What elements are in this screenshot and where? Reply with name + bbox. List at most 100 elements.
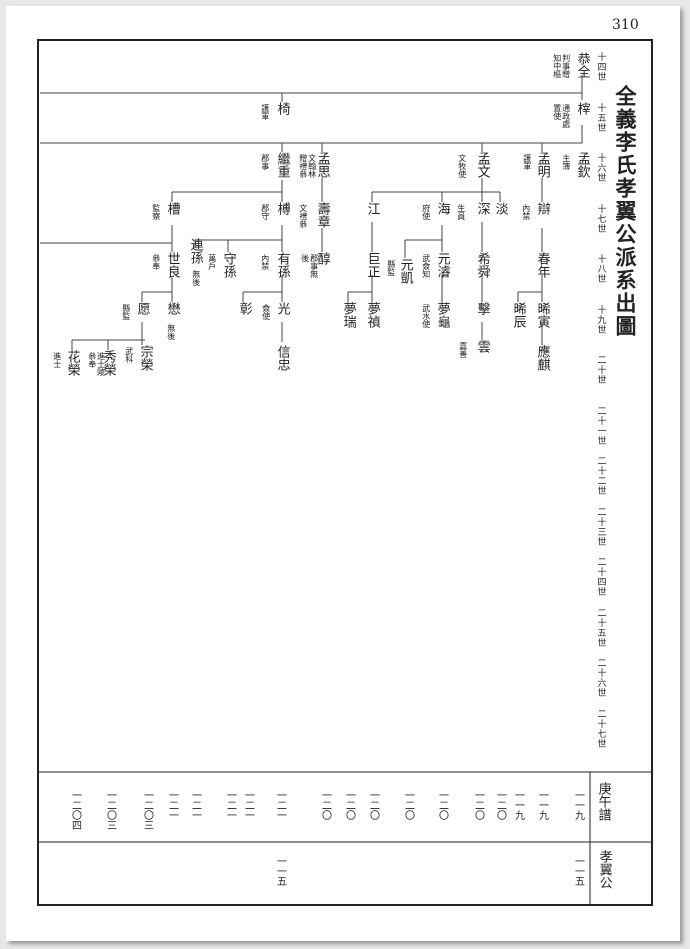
node-note: 監察 [151,204,161,220]
border [37,39,653,906]
footer-entry: 一一九 [572,790,584,820]
footer-entry: 一二一 [224,790,236,820]
node-name: 連孫 [187,238,203,264]
node-name: 希舜 [474,252,490,278]
footer-entry: 一一五 [572,856,584,886]
node-name: 夢龜 [434,302,450,328]
node-name: 信忠 [274,345,290,371]
node-note: 萬戶 [207,254,217,270]
generation-label: 二十世 [595,355,606,385]
node-note: 生員 [456,204,466,220]
node-name: 愿 [134,302,150,315]
node-note: 縣監 [121,304,131,320]
node-name: 恭全 [574,52,590,78]
page-number: 310 [612,17,639,33]
node-name: 繼重 [274,152,290,178]
node-name: 擊 [474,302,490,315]
footer-lines [38,771,652,905]
node-name: 壽章 [314,202,330,228]
node-note: 護軍 [522,154,532,170]
footer-entry: 一二〇 [367,790,379,820]
node-name: 榑 [274,202,290,215]
node-note: 主簿 [561,154,571,170]
node-name: 深 [474,202,490,215]
node-note: 護軍 [260,104,270,120]
generation-label: 十七世 [595,203,606,234]
node-name: 槽 [164,202,180,215]
node-note: 嘉善 [458,342,468,358]
node-name: 巨正 [364,252,380,278]
node-name: 守孫 [220,252,236,278]
node-name: 秀榮 [100,350,116,376]
node-name: 宗榮 [137,345,153,371]
node-name: 應麒 [534,345,550,371]
node-name: 江 [364,202,380,215]
footer-entry: 一二一 [166,790,178,820]
generation-label: 二十二世 [595,456,606,496]
node-name: 椅 [274,102,290,115]
footer-entry: 一二〇 [472,790,484,820]
footer-entry: 一二〇 [436,790,448,820]
node-name: 晞辰 [510,302,526,328]
footer-entry: 一二一 [274,790,286,820]
node-name: 花榮 [64,350,80,376]
node-note: 無後 [191,270,201,286]
tree-lines [40,75,583,350]
generation-label: 十四世 [595,52,606,82]
footer-entry: 一二〇 [343,790,355,820]
node-name: 春年 [534,252,550,278]
sheet [6,6,680,941]
generation-label: 二十五世 [595,607,606,648]
node-name: 晞寅 [534,302,550,328]
generation-label: 十八世 [595,254,606,284]
node-note: 武僉知 [421,254,431,278]
node-note: 內禁 [521,204,531,220]
node-note: 文禮叅 [298,204,308,228]
node-note: 文牧使 [457,154,467,178]
node-name: 孟文 [474,152,490,178]
node-note: 郡事 [260,154,270,170]
generation-label: 十六世 [595,153,606,183]
node-name: 辯 [534,202,550,215]
title: 全義李氏孝翼公派系出圖 [613,85,639,338]
node-note: 文翰林贈禮叅 [298,154,317,178]
node-note: 進士陵叅奉 [87,352,106,376]
footer-label: 庚午譜 [595,782,611,821]
node-note: 叅奉 [151,254,161,270]
node-note: 郡事無後 [300,254,319,278]
footer-entry: 一一五 [274,856,286,886]
footer-entry: 一二〇三 [141,790,153,830]
node-name: 榟 [574,102,590,115]
node-note: 郡守 [260,204,270,220]
generation-label: 二十六世 [595,658,606,698]
node-name: 海 [434,202,450,215]
node-name: 世良 [164,252,180,278]
node-name: 彰 [236,302,252,315]
node-note: 進士 [52,352,62,368]
footer-label: 孝翼公 [596,850,612,889]
generation-label: 二十一世 [595,405,606,446]
node-name: 元濬 [434,252,450,278]
generation-label: 二十三世 [595,506,606,547]
node-name: 夢瑞 [340,302,356,328]
generation-label: 二十七世 [595,708,606,749]
footer-entry: 一一九 [512,790,524,820]
footer-entry: 一二一 [189,790,201,820]
footer-entry: 一二一 [242,790,254,820]
node-name: 孟欽 [574,152,590,178]
node-name: 孟明 [534,152,550,178]
generation-label: 十九世 [595,304,606,335]
generation-label: 二十四世 [595,557,606,597]
footer-entry: 一二〇三 [104,790,116,830]
node-name: 孟思 [314,152,330,178]
node-name: 元凱 [397,258,413,284]
node-note: 無後 [166,324,176,340]
node-note: 判事贈知中樞 [552,54,571,78]
node-note: 縣監 [386,260,396,276]
node-name: 雲 [474,340,490,353]
footer-entry: 一二〇 [319,790,331,820]
footer-entry: 一二〇 [402,790,414,820]
node-name: 有孫 [274,252,290,278]
